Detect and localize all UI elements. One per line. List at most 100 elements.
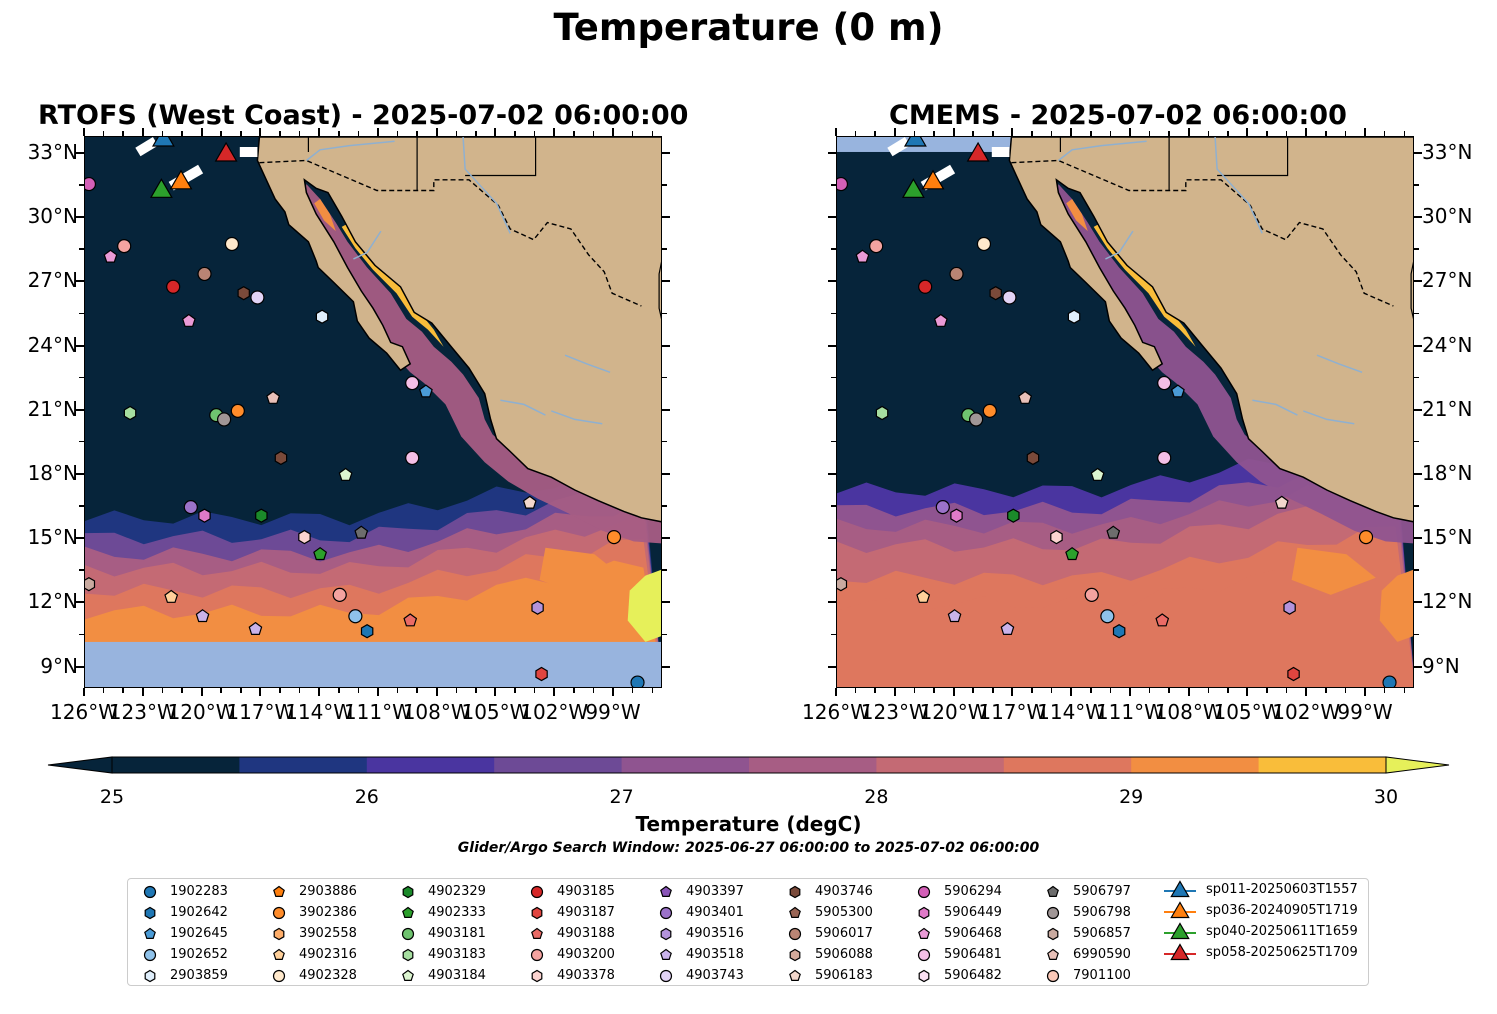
float-marker-4903743 — [1002, 290, 1017, 305]
tick-mark — [1414, 601, 1422, 604]
pentagon-marker-icon — [789, 969, 801, 981]
colorbar-over-arrow — [1385, 756, 1450, 774]
tick-mark — [828, 280, 836, 283]
cmems-temperature-map — [836, 136, 1414, 688]
tick-mark — [338, 688, 340, 693]
colorbar-label: Temperature (degC) — [635, 812, 862, 836]
tick-mark — [240, 131, 242, 136]
tick-mark — [631, 688, 634, 693]
tick-mark — [828, 344, 836, 347]
float-marker-5906481 — [1157, 450, 1172, 466]
legend-label: 5906294 — [944, 884, 1002, 899]
float-marker-4903188 — [403, 613, 418, 627]
float-marker-4903183 — [875, 405, 889, 421]
colorbar-segment — [1258, 757, 1387, 773]
lon-tick-label: 102°W — [1272, 700, 1341, 724]
tick-mark — [553, 688, 556, 696]
figure-title: Temperature (0 m) — [553, 6, 944, 49]
float-marker-3902386 — [606, 529, 622, 545]
search-window-note: Glider/Argo Search Window: 2025-06-27 06… — [457, 840, 1040, 856]
tick-mark — [1364, 128, 1367, 136]
tick-mark — [1266, 131, 1268, 136]
tick-mark — [631, 131, 634, 136]
lat-tick-label: 33°N — [1422, 140, 1473, 165]
legend: 1902283 1902642 1902645 1902652 2903859 29038… — [127, 878, 1369, 986]
circle-marker-icon — [917, 885, 931, 899]
tick-mark — [1403, 688, 1405, 693]
circle-marker-icon — [917, 948, 931, 962]
hexagon-marker-icon — [918, 906, 930, 920]
tick-mark — [79, 376, 84, 379]
tick-mark — [318, 688, 321, 696]
tick-mark — [181, 688, 183, 693]
hexagon-marker-icon — [789, 948, 801, 962]
river-santiago — [500, 399, 546, 416]
tick-mark — [1227, 688, 1229, 693]
tick-mark — [435, 128, 438, 136]
legend-label: 4902333 — [428, 905, 486, 920]
lat-tick-label: 30°N — [27, 204, 78, 229]
hexagon-marker-icon — [402, 948, 414, 962]
tick-mark — [279, 131, 281, 136]
float-marker-5906481 — [405, 450, 420, 466]
float-marker-5906468 — [181, 313, 196, 327]
float-marker-5906798 — [969, 412, 984, 427]
glider-marker-sp058-20250625T1709 — [966, 141, 990, 162]
legend-label: 4902329 — [428, 884, 486, 899]
tick-mark — [831, 184, 836, 186]
float-marker-4903200 — [117, 239, 132, 254]
pentagon-marker-icon — [531, 927, 543, 939]
tick-mark — [651, 131, 653, 136]
tick-mark — [220, 131, 222, 136]
legend-label: 2903886 — [299, 884, 357, 899]
hexagon-marker-icon — [402, 885, 414, 899]
lat-tick-label: 15°N — [27, 525, 78, 550]
float-marker-4903518 — [1000, 621, 1015, 635]
tick-mark — [828, 601, 836, 604]
tick-mark — [1414, 408, 1422, 411]
land-mexico — [256, 137, 661, 523]
tick-mark — [1325, 688, 1327, 693]
pentagon-marker-icon — [660, 948, 672, 960]
tick-mark — [533, 131, 536, 136]
tick-mark — [662, 280, 670, 283]
tick-mark — [200, 128, 203, 136]
float-marker-5906468 — [855, 249, 870, 263]
tick-mark — [1285, 688, 1288, 693]
legend-label: 4903188 — [557, 926, 615, 941]
circle-marker-icon — [659, 969, 673, 983]
tick-mark — [76, 601, 84, 604]
float-marker-4903187 — [1287, 666, 1300, 682]
colorbar-tick-label: 30 — [1373, 786, 1399, 808]
river-lerma — [551, 410, 603, 425]
tick-mark — [612, 688, 615, 696]
tick-mark — [1414, 312, 1419, 315]
tick-mark — [240, 688, 242, 693]
tick-mark — [259, 688, 262, 696]
tick-mark — [573, 688, 575, 693]
lat-tick-label: 12°N — [1422, 589, 1473, 614]
float-marker-1902652 — [1100, 609, 1115, 624]
lon-tick-label: 102°W — [520, 700, 589, 724]
tick-mark — [298, 131, 301, 136]
tick-mark — [1070, 128, 1073, 136]
state-line-nm-tx — [465, 137, 537, 177]
colorbar-outline — [111, 756, 1387, 774]
lon-tick-label: 111°W — [1095, 700, 1164, 724]
tick-mark — [1148, 688, 1151, 693]
float-marker-4903401 — [183, 500, 198, 515]
tick-mark — [1285, 131, 1288, 136]
lat-tick-label: 21°N — [1422, 396, 1473, 421]
circle-marker-icon — [401, 927, 415, 941]
circle-marker-icon — [272, 969, 286, 983]
glider-triangle-icon — [1164, 943, 1196, 961]
float-marker-4903746 — [237, 286, 250, 301]
legend-label: 2903859 — [170, 968, 228, 983]
tick-mark — [298, 688, 301, 693]
tick-mark — [533, 688, 536, 693]
float-marker-4903378 — [298, 529, 311, 545]
legend-label: 5906183 — [815, 968, 873, 983]
tick-mark — [874, 688, 876, 693]
tick-mark — [612, 128, 615, 136]
lat-tick-label: 9°N — [40, 653, 78, 678]
